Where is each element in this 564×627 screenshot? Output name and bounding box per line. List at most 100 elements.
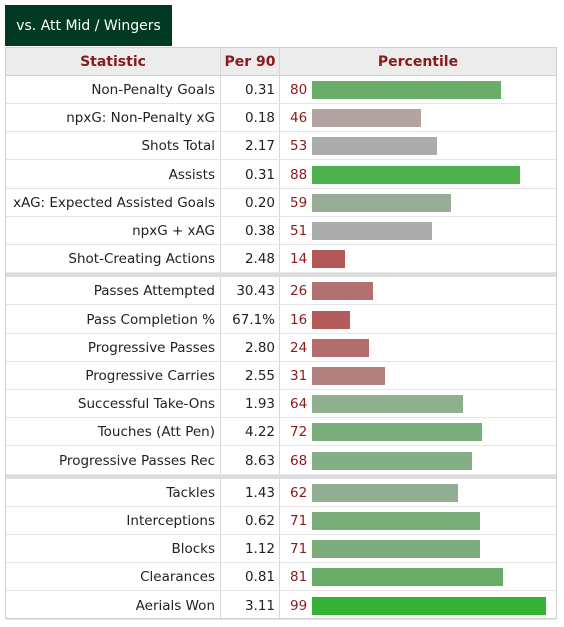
- stat-name[interactable]: Tackles: [166, 484, 215, 501]
- percentile-value: 51: [290, 223, 308, 239]
- table-row: Touches (Att Pen) 4.22 72: [6, 418, 556, 447]
- percentile-bar: [312, 367, 385, 385]
- per90-value: 0.38: [244, 223, 275, 239]
- table-row: Blocks 1.12 71: [6, 535, 556, 564]
- stat-name[interactable]: Aerials Won: [135, 597, 215, 614]
- percentile-value: 26: [290, 283, 308, 300]
- stat-name[interactable]: npxG + xAG: [132, 223, 215, 239]
- percentile-value: 81: [290, 569, 308, 586]
- per90-value: 0.62: [244, 513, 275, 529]
- stat-name[interactable]: npxG: Non-Penalty xG: [66, 110, 215, 127]
- stat-name[interactable]: xAG: Expected Assisted Goals: [13, 194, 215, 211]
- stat-name[interactable]: Progressive Passes Rec: [59, 452, 215, 469]
- percentile-bar: [312, 596, 546, 615]
- percentile-value: 64: [290, 396, 308, 413]
- percentile-bar: [312, 512, 480, 530]
- per90-value: 2.48: [244, 251, 275, 268]
- stat-name[interactable]: Shot-Creating Actions: [68, 251, 215, 268]
- group-separator: [6, 273, 556, 278]
- percentile-bar: [312, 540, 480, 559]
- header-per90[interactable]: Per 90: [224, 54, 276, 70]
- percentile-bar: [312, 137, 437, 156]
- per90-value: 3.11: [244, 597, 275, 614]
- per90-value: 1.12: [244, 541, 275, 558]
- stat-name[interactable]: Passes Attempted: [93, 283, 215, 300]
- percentile-value: 72: [290, 424, 308, 441]
- per90-value: 2.17: [244, 138, 275, 155]
- stat-name[interactable]: Clearances: [140, 569, 215, 586]
- table-row: Progressive Passes 2.80 24: [6, 334, 556, 362]
- stat-name[interactable]: Progressive Passes: [87, 339, 215, 356]
- table-row: Progressive Carries 2.55 31: [6, 362, 556, 390]
- per90-value: 2.55: [244, 368, 275, 384]
- group-separator: [6, 474, 556, 479]
- percentile-value: 46: [290, 110, 308, 127]
- percentile-bar: [312, 451, 472, 470]
- header-statistic[interactable]: Statistic: [80, 54, 146, 70]
- percentile-value: 88: [290, 166, 308, 183]
- per90-value: 2.80: [244, 339, 275, 356]
- table-row: Shots Total 2.17 53: [6, 132, 556, 161]
- percentile-value: 99: [290, 597, 308, 614]
- percentile-value: 31: [290, 368, 308, 384]
- stat-name[interactable]: Interceptions: [126, 513, 215, 529]
- table-header: Statistic Per 90 Percentile: [6, 48, 556, 76]
- percentile-value: 14: [290, 251, 308, 268]
- per90-value: 1.93: [244, 396, 275, 413]
- percentile-bar: [312, 222, 432, 240]
- percentile-value: 53: [290, 138, 308, 155]
- stat-name[interactable]: Non-Penalty Goals: [91, 82, 215, 98]
- stat-name[interactable]: Pass Completion %: [86, 311, 215, 328]
- table-row: Tackles 1.43 62: [6, 479, 556, 507]
- stat-name[interactable]: Touches (Att Pen): [97, 424, 215, 441]
- stat-name[interactable]: Progressive Carries: [85, 368, 215, 384]
- percentile-bar: [312, 81, 501, 99]
- percentile-value: 80: [290, 82, 308, 98]
- table-row: Aerials Won 3.11 99: [6, 592, 556, 620]
- stat-name[interactable]: Successful Take-Ons: [77, 396, 215, 413]
- percentile-value: 71: [290, 513, 308, 529]
- percentile-bar: [312, 165, 520, 184]
- table-row: Clearances 0.81 81: [6, 563, 556, 592]
- per90-value: 8.63: [244, 452, 275, 469]
- percentile-value: 68: [290, 452, 308, 469]
- percentile-value: 24: [290, 339, 308, 356]
- per90-value: 0.31: [244, 166, 275, 183]
- percentile-value: 16: [290, 311, 308, 328]
- table-row: Non-Penalty Goals 0.31 80: [6, 76, 556, 104]
- percentile-value: 71: [290, 541, 308, 558]
- comparison-tab[interactable]: vs. Att Mid / Wingers: [5, 5, 172, 46]
- table-row: Progressive Passes Rec 8.63 68: [6, 447, 556, 475]
- table-row: Interceptions 0.62 71: [6, 507, 556, 535]
- table-row: xAG: Expected Assisted Goals 0.20 59: [6, 189, 556, 217]
- percentile-bar: [312, 568, 503, 587]
- scouting-table: Statistic Per 90 Percentile Non-Penalty …: [5, 47, 557, 620]
- percentile-bar: [312, 109, 421, 128]
- stat-name[interactable]: Blocks: [171, 541, 215, 558]
- percentile-bar: [312, 338, 369, 357]
- per90-value: 0.18: [244, 110, 275, 127]
- table-row: npxG + xAG 0.38 51: [6, 217, 556, 245]
- table-row: Successful Take-Ons 1.93 64: [6, 390, 556, 419]
- per90-value: 0.31: [244, 82, 275, 98]
- table-row: Assists 0.31 88: [6, 161, 556, 189]
- table-row: Passes Attempted 30.43 26: [6, 277, 556, 306]
- percentile-bar: [312, 250, 345, 269]
- stat-name[interactable]: Shots Total: [141, 138, 215, 155]
- percentile-bar: [312, 395, 463, 414]
- percentile-value: 59: [290, 194, 308, 211]
- percentile-bar: [312, 483, 458, 502]
- per90-value: 67.1%: [232, 311, 275, 328]
- percentile-bar: [312, 193, 451, 212]
- table-row: Shot-Creating Actions 2.48 14: [6, 245, 556, 274]
- per90-value: 0.81: [244, 569, 275, 586]
- per90-value: 30.43: [236, 283, 275, 300]
- header-percentile[interactable]: Percentile: [377, 54, 459, 70]
- per90-value: 0.20: [244, 194, 275, 211]
- table-row: Pass Completion % 67.1% 16: [6, 306, 556, 334]
- stat-name[interactable]: Assists: [168, 166, 215, 183]
- per90-value: 4.22: [244, 424, 275, 441]
- percentile-bar: [312, 282, 373, 301]
- table-row: npxG: Non-Penalty xG 0.18 46: [6, 104, 556, 133]
